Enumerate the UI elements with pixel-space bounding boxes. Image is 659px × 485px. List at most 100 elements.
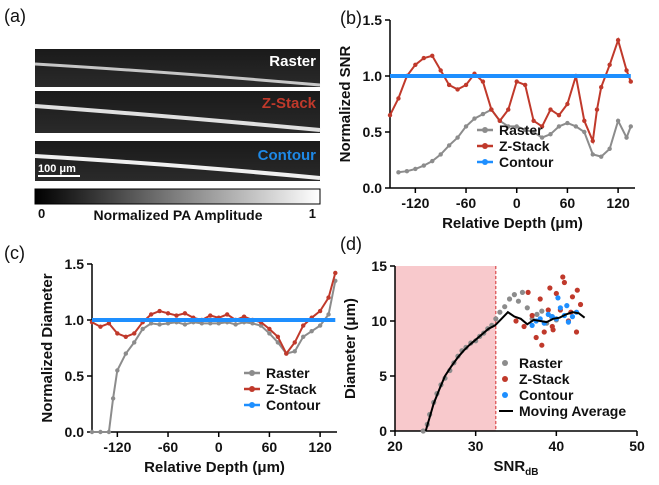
legend-label: Raster xyxy=(499,122,543,138)
data-point xyxy=(446,82,452,88)
data-point xyxy=(531,129,536,135)
data-point xyxy=(148,312,154,317)
data-point xyxy=(480,79,486,84)
data-point xyxy=(292,349,297,354)
data-point xyxy=(292,340,297,345)
data-point xyxy=(539,342,545,348)
data-point xyxy=(511,292,517,298)
data-point xyxy=(537,296,543,302)
data-point xyxy=(628,79,633,84)
data-point xyxy=(165,321,171,326)
data-point xyxy=(599,85,604,90)
data-point xyxy=(284,351,289,356)
legend-marker xyxy=(502,360,508,366)
data-point xyxy=(463,82,469,88)
legend-marker xyxy=(502,392,508,398)
data-point xyxy=(132,340,137,345)
legend-marker xyxy=(482,127,488,133)
data-point xyxy=(577,301,584,308)
legend-marker xyxy=(249,402,255,408)
data-point xyxy=(569,314,576,320)
data-point xyxy=(413,62,418,67)
data-point xyxy=(241,314,247,319)
y-tick-label: 1.0 xyxy=(363,68,383,84)
data-point xyxy=(106,321,112,326)
data-point xyxy=(326,295,331,300)
panel-a-label: (a) xyxy=(4,6,26,26)
data-point xyxy=(565,319,572,325)
data-point xyxy=(182,322,188,327)
data-point xyxy=(564,303,570,309)
data-point xyxy=(148,321,154,326)
x-tick-label: -120 xyxy=(103,439,131,455)
legend-label: Contour xyxy=(499,154,554,170)
contour-image-label: Contour xyxy=(258,147,316,164)
raster-vessel xyxy=(34,62,321,87)
legend-marker xyxy=(502,376,508,382)
data-point xyxy=(522,82,528,88)
legend-label: Z-Stack xyxy=(519,371,570,387)
legend-marker xyxy=(249,370,255,376)
legend-label: Raster xyxy=(519,355,563,371)
data-point xyxy=(317,308,323,314)
x-tick-label: 60 xyxy=(262,439,278,455)
data-point xyxy=(301,323,306,328)
x-tick-label: -60 xyxy=(456,195,476,211)
data-point xyxy=(574,287,580,293)
data-point xyxy=(545,307,551,313)
x-tick-label: 30 xyxy=(468,438,484,454)
data-point xyxy=(430,53,435,59)
y-tick-label: 5 xyxy=(379,368,387,384)
x-axis-label: Relative Depth (μm) xyxy=(144,459,285,476)
data-point xyxy=(556,113,562,118)
data-point xyxy=(106,429,112,435)
data-point xyxy=(548,132,553,137)
data-point xyxy=(387,113,393,118)
data-point xyxy=(525,289,531,295)
data-point xyxy=(446,143,452,148)
data-point xyxy=(267,326,272,332)
data-point xyxy=(497,309,503,315)
data-point xyxy=(123,351,128,356)
data-point xyxy=(438,68,443,73)
data-point xyxy=(115,331,120,336)
data-point xyxy=(165,311,171,316)
data-point xyxy=(615,118,621,124)
data-point xyxy=(506,296,513,302)
data-point xyxy=(493,316,499,322)
data-point xyxy=(533,334,539,341)
data-point xyxy=(208,321,213,326)
x-tick-label: 20 xyxy=(387,438,403,454)
y-tick-label: 1.0 xyxy=(65,312,85,328)
data-point xyxy=(539,124,545,129)
data-point xyxy=(590,152,595,157)
data-point xyxy=(582,129,587,135)
zstack-image: Z-Stack xyxy=(34,91,321,133)
data-point xyxy=(421,163,426,168)
data-point xyxy=(438,152,443,157)
raster-image-label: Raster xyxy=(269,53,316,70)
legend-label: Contour xyxy=(519,387,574,403)
legend-label: Z-Stack xyxy=(266,381,317,397)
data-point xyxy=(301,334,306,339)
x-tick-label: 0 xyxy=(513,195,521,211)
legend-marker xyxy=(482,159,488,165)
data-point xyxy=(89,429,95,435)
data-point xyxy=(565,101,570,107)
data-point xyxy=(157,308,162,314)
data-point xyxy=(208,313,213,318)
data-point xyxy=(140,326,145,332)
data-point xyxy=(513,318,519,324)
data-point xyxy=(413,166,418,172)
x-tick-label: 50 xyxy=(629,438,645,454)
panel-c-label: (c) xyxy=(4,243,25,263)
data-point xyxy=(275,334,281,339)
x-axis-label: SNRdB xyxy=(493,458,538,478)
data-point xyxy=(555,295,561,301)
data-point xyxy=(506,107,511,112)
data-point xyxy=(560,274,566,280)
series-line xyxy=(91,272,337,356)
x-tick-label: 40 xyxy=(549,438,565,454)
